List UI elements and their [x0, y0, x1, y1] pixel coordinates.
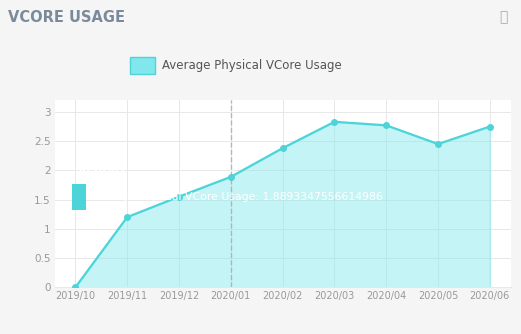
Text: Average Physical VCore Usage: 1.8893347556614986: Average Physical VCore Usage: 1.88933475… [89, 192, 383, 202]
Point [382, 123, 390, 128]
Bar [130, 57, 155, 74]
Point [123, 214, 131, 220]
Point [486, 124, 494, 129]
Text: 2020/01: 2020/01 [74, 166, 127, 179]
Text: VCORE USAGE: VCORE USAGE [8, 10, 125, 25]
Point [278, 146, 287, 151]
Text: Average Physical VCore Usage: Average Physical VCore Usage [163, 59, 342, 71]
Text: ⤤: ⤤ [500, 10, 508, 24]
Point [434, 141, 442, 147]
Point [330, 119, 339, 125]
Bar [71, 184, 86, 210]
Point [227, 174, 235, 179]
Point [71, 285, 80, 290]
Point [175, 194, 183, 199]
